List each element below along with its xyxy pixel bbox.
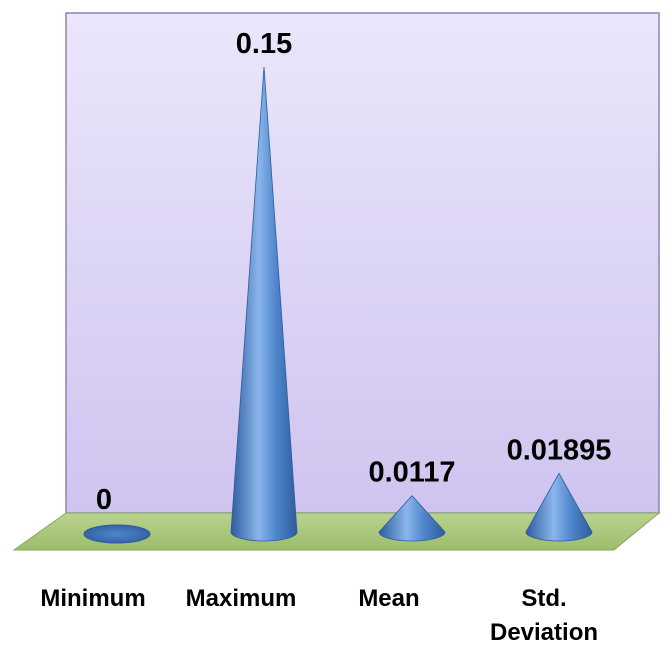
data-label-std-deviation: 0.01895 [507,434,612,466]
category-label-std-deviation: Std. Deviation [490,585,598,646]
data-label-mean: 0.0117 [368,457,455,489]
cone-maximum [230,66,298,542]
data-label-maximum: 0.15 [236,28,292,60]
category-label-mean: Mean [358,585,419,612]
data-labels: 0 0.15 0.0117 0.01895 [96,28,611,516]
chart-back-wall [65,12,660,514]
cone-std-deviation [525,472,593,542]
category-label-maximum: Maximum [186,585,297,612]
chart-floor [12,512,661,551]
cone-mean [378,495,446,542]
category-labels: Minimum Maximum Mean Std. Deviation [40,585,598,646]
chart-marks [83,66,593,544]
cone-minimum [83,524,151,544]
data-label-minimum: 0 [96,484,112,516]
category-label-minimum: Minimum [40,585,145,612]
